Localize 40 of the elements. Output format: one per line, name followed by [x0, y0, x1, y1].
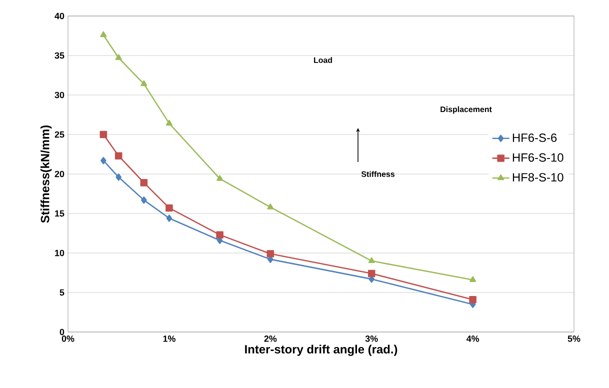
y-tick-label: 20 [54, 170, 64, 178]
point [141, 196, 147, 204]
y-tick-label: 15 [55, 210, 64, 217]
point [266, 250, 274, 258]
y-tick-label: 25 [54, 131, 64, 138]
x-axis-title: Inter-story drift angle (rad.) [245, 344, 398, 356]
point [469, 296, 476, 304]
x-tick-label: 1% [163, 336, 176, 342]
x-tick-label: 3% [365, 336, 378, 342]
legend-label: HF8-S-10 [512, 173, 564, 182]
y-tick-label: 35 [54, 52, 64, 59]
x-tick-label: 2% [264, 336, 277, 342]
x-tick-label: 0% [62, 336, 74, 342]
point [267, 204, 274, 210]
legend-label: HF6-S-10 [512, 153, 564, 162]
x-tick-label: 4% [466, 336, 480, 342]
point [115, 54, 122, 60]
point [470, 276, 476, 282]
point [368, 270, 376, 278]
legend-label: HF6-S-6 [512, 133, 557, 142]
y-tick-label: 0 [60, 328, 64, 336]
y-axis-title: Stiffness(kN/mm) [40, 125, 52, 223]
x-tick-label: 5% [568, 336, 580, 342]
point [116, 174, 122, 181]
point [100, 31, 107, 38]
point [166, 120, 172, 126]
y-tick-label: 10 [55, 250, 64, 256]
point [140, 80, 148, 86]
point [100, 130, 108, 138]
y-tick-label: 40 [54, 12, 64, 20]
y-tick-label: 30 [54, 92, 64, 98]
point [140, 179, 148, 186]
point [216, 231, 224, 238]
point [166, 204, 173, 212]
point [166, 214, 172, 222]
point [100, 156, 106, 164]
point [368, 257, 375, 264]
y-tick-label: 5 [60, 289, 64, 296]
point [114, 152, 122, 160]
point [216, 175, 224, 181]
